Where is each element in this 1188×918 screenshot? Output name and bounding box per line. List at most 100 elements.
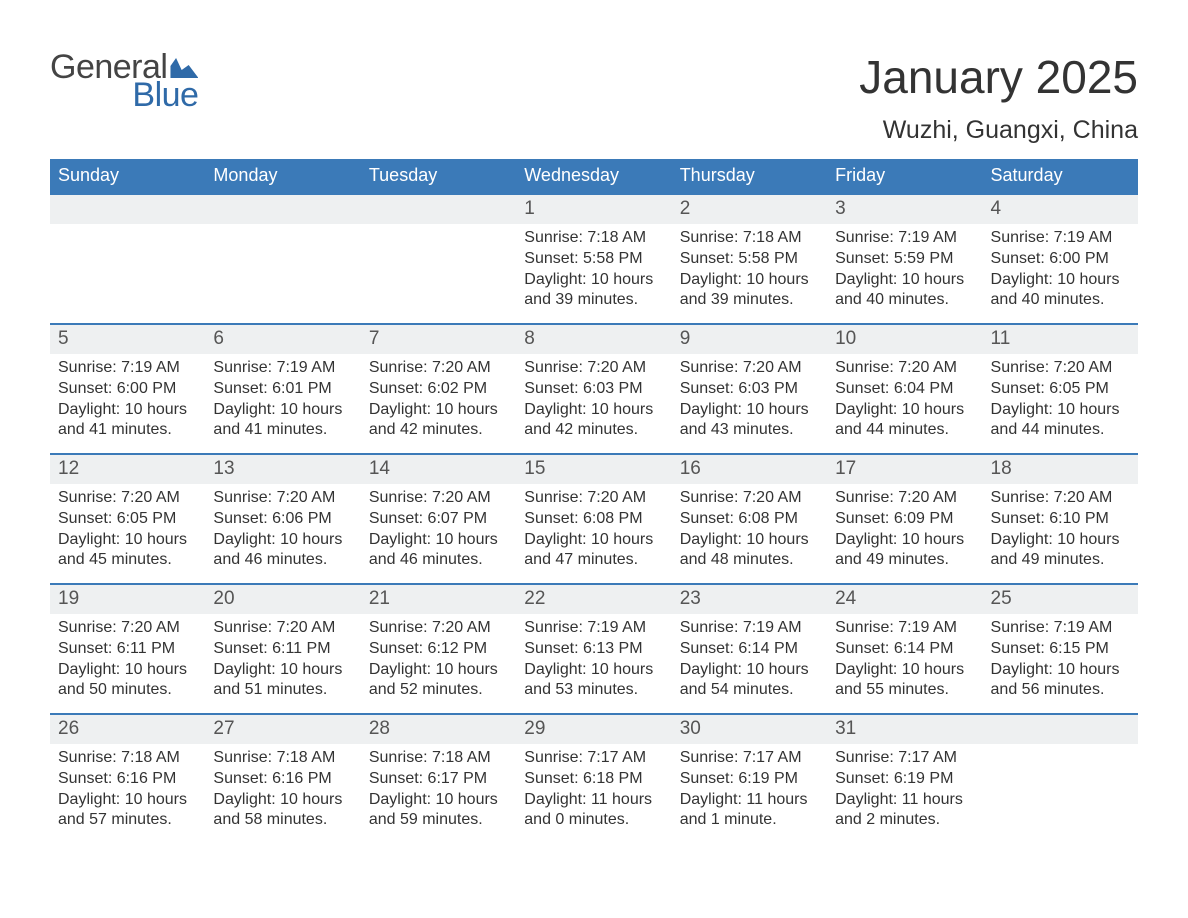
- day-body: Sunrise: 7:20 AMSunset: 6:11 PMDaylight:…: [50, 614, 205, 701]
- day-body: Sunrise: 7:19 AMSunset: 6:15 PMDaylight:…: [983, 614, 1138, 701]
- sunrise-text: Sunrise: 7:17 AM: [680, 748, 819, 769]
- daylight-text: Daylight: 10 hours and 56 minutes.: [991, 660, 1130, 702]
- sunset-text: Sunset: 6:06 PM: [213, 509, 352, 530]
- day-body: Sunrise: 7:19 AMSunset: 6:00 PMDaylight:…: [983, 224, 1138, 311]
- calendar-day: 5Sunrise: 7:19 AMSunset: 6:00 PMDaylight…: [50, 325, 205, 453]
- day-body: Sunrise: 7:19 AMSunset: 6:13 PMDaylight:…: [516, 614, 671, 701]
- calendar-day: 14Sunrise: 7:20 AMSunset: 6:07 PMDayligh…: [361, 455, 516, 583]
- sunset-text: Sunset: 6:18 PM: [524, 769, 663, 790]
- day-body: Sunrise: 7:20 AMSunset: 6:11 PMDaylight:…: [205, 614, 360, 701]
- day-number: 1: [516, 195, 671, 224]
- calendar-week: 19Sunrise: 7:20 AMSunset: 6:11 PMDayligh…: [50, 583, 1138, 713]
- day-number: 28: [361, 715, 516, 744]
- sunrise-text: Sunrise: 7:20 AM: [369, 358, 508, 379]
- day-of-week-cell: Saturday: [983, 159, 1138, 193]
- sunset-text: Sunset: 6:11 PM: [58, 639, 197, 660]
- day-body: Sunrise: 7:20 AMSunset: 6:05 PMDaylight:…: [50, 484, 205, 571]
- header: General Blue January 2025 Wuzhi, Guangxi…: [50, 50, 1138, 145]
- sunset-text: Sunset: 6:08 PM: [524, 509, 663, 530]
- sunset-text: Sunset: 6:09 PM: [835, 509, 974, 530]
- sunrise-text: Sunrise: 7:20 AM: [835, 488, 974, 509]
- sunset-text: Sunset: 6:15 PM: [991, 639, 1130, 660]
- daylight-text: Daylight: 10 hours and 54 minutes.: [680, 660, 819, 702]
- day-body: Sunrise: 7:19 AMSunset: 6:01 PMDaylight:…: [205, 354, 360, 441]
- calendar-day-blank: [983, 715, 1138, 843]
- day-number: 3: [827, 195, 982, 224]
- calendar-day: 17 Sunrise: 7:20 AMSunset: 6:09 PMDayligh…: [827, 455, 982, 583]
- day-number: 20: [205, 585, 360, 614]
- day-body: Sunrise: 7:20 AMSunset: 6:10 PMDaylight:…: [983, 484, 1138, 571]
- day-number: 16: [672, 455, 827, 484]
- sunrise-text: Sunrise: 7:19 AM: [680, 618, 819, 639]
- daylight-text: Daylight: 10 hours and 40 minutes.: [835, 270, 974, 312]
- day-number: 21: [361, 585, 516, 614]
- calendar-week: 12Sunrise: 7:20 AMSunset: 6:05 PMDayligh…: [50, 453, 1138, 583]
- sunset-text: Sunset: 6:01 PM: [213, 379, 352, 400]
- daylight-text: Daylight: 10 hours and 48 minutes.: [680, 530, 819, 572]
- sunrise-text: Sunrise: 7:19 AM: [991, 618, 1130, 639]
- day-number: 5: [50, 325, 205, 354]
- day-number: 27: [205, 715, 360, 744]
- day-body: Sunrise: 7:18 AMSunset: 5:58 PMDaylight:…: [672, 224, 827, 311]
- calendar-day: 13Sunrise: 7:20 AMSunset: 6:06 PMDayligh…: [205, 455, 360, 583]
- sunset-text: Sunset: 6:03 PM: [524, 379, 663, 400]
- day-body: Sunrise: 7:19 AMSunset: 5:59 PMDaylight:…: [827, 224, 982, 311]
- sunset-text: Sunset: 6:14 PM: [835, 639, 974, 660]
- sunset-text: Sunset: 6:05 PM: [58, 509, 197, 530]
- sunset-text: Sunset: 6:12 PM: [369, 639, 508, 660]
- day-of-week-cell: Monday: [205, 159, 360, 193]
- daylight-text: Daylight: 10 hours and 44 minutes.: [835, 400, 974, 442]
- day-number: 13: [205, 455, 360, 484]
- day-number: 30: [672, 715, 827, 744]
- sunset-text: Sunset: 6:11 PM: [213, 639, 352, 660]
- sunrise-text: Sunrise: 7:18 AM: [680, 228, 819, 249]
- calendar-week: 1Sunrise: 7:18 AMSunset: 5:58 PMDaylight…: [50, 193, 1138, 323]
- sunset-text: Sunset: 6:19 PM: [835, 769, 974, 790]
- sunset-text: Sunset: 6:04 PM: [835, 379, 974, 400]
- day-body: Sunrise: 7:19 AMSunset: 6:14 PMDaylight:…: [672, 614, 827, 701]
- day-number: 19: [50, 585, 205, 614]
- sunrise-text: Sunrise: 7:19 AM: [213, 358, 352, 379]
- sunset-text: Sunset: 6:02 PM: [369, 379, 508, 400]
- calendar-day: 21Sunrise: 7:20 AMSunset: 6:12 PMDayligh…: [361, 585, 516, 713]
- day-number: 7: [361, 325, 516, 354]
- sunrise-text: Sunrise: 7:20 AM: [680, 488, 819, 509]
- sunrise-text: Sunrise: 7:20 AM: [991, 358, 1130, 379]
- daylight-text: Daylight: 10 hours and 49 minutes.: [835, 530, 974, 572]
- day-number: 2: [672, 195, 827, 224]
- day-of-week-cell: Wednesday: [516, 159, 671, 193]
- sunset-text: Sunset: 6:16 PM: [58, 769, 197, 790]
- day-number: 11: [983, 325, 1138, 354]
- daylight-text: Daylight: 10 hours and 44 minutes.: [991, 400, 1130, 442]
- day-number: 14: [361, 455, 516, 484]
- day-number: 24: [827, 585, 982, 614]
- day-body: Sunrise: 7:19 AMSunset: 6:00 PMDaylight:…: [50, 354, 205, 441]
- day-body: Sunrise: 7:19 AMSunset: 6:14 PMDaylight:…: [827, 614, 982, 701]
- logo-word-2: Blue: [50, 78, 198, 112]
- sunrise-text: Sunrise: 7:19 AM: [58, 358, 197, 379]
- daylight-text: Daylight: 10 hours and 47 minutes.: [524, 530, 663, 572]
- day-number: 17: [827, 455, 982, 484]
- daylight-text: Daylight: 10 hours and 42 minutes.: [369, 400, 508, 442]
- sunrise-text: Sunrise: 7:19 AM: [991, 228, 1130, 249]
- calendar-day: 15Sunrise: 7:20 AMSunset: 6:08 PMDayligh…: [516, 455, 671, 583]
- sunset-text: Sunset: 5:59 PM: [835, 249, 974, 270]
- sunrise-text: Sunrise: 7:20 AM: [369, 618, 508, 639]
- daylight-text: Daylight: 10 hours and 55 minutes.: [835, 660, 974, 702]
- sunrise-text: Sunrise: 7:20 AM: [369, 488, 508, 509]
- calendar-day: 4Sunrise: 7:19 AMSunset: 6:00 PMDaylight…: [983, 195, 1138, 323]
- calendar-week: 26Sunrise: 7:18 AMSunset: 6:16 PMDayligh…: [50, 713, 1138, 843]
- daylight-text: Daylight: 11 hours and 2 minutes.: [835, 790, 974, 832]
- sunrise-text: Sunrise: 7:20 AM: [58, 618, 197, 639]
- daylight-text: Daylight: 10 hours and 46 minutes.: [369, 530, 508, 572]
- sunrise-text: Sunrise: 7:20 AM: [524, 358, 663, 379]
- sunrise-text: Sunrise: 7:20 AM: [213, 488, 352, 509]
- daylight-text: Daylight: 10 hours and 50 minutes.: [58, 660, 197, 702]
- calendar-day: 7 Sunrise: 7:20 AMSunset: 6:02 PMDaylight…: [361, 325, 516, 453]
- sunset-text: Sunset: 6:16 PM: [213, 769, 352, 790]
- day-body: Sunrise: 7:20 AMSunset: 6:08 PMDaylight:…: [672, 484, 827, 571]
- calendar-day: 18Sunrise: 7:20 AMSunset: 6:10 PMDayligh…: [983, 455, 1138, 583]
- calendar-day-blank: [361, 195, 516, 323]
- calendar-day: 19Sunrise: 7:20 AMSunset: 6:11 PMDayligh…: [50, 585, 205, 713]
- sunrise-text: Sunrise: 7:20 AM: [213, 618, 352, 639]
